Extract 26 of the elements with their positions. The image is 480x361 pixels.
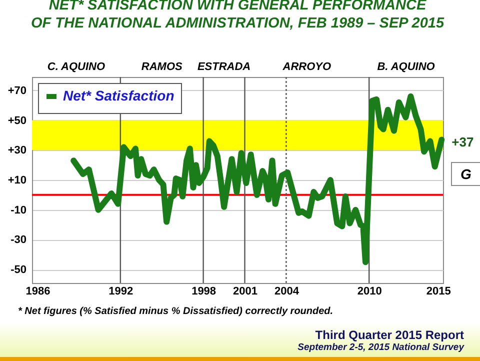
- text: * Net figures (% Satisfied minus % Dissatisfied) correctly rounded.: [18, 306, 334, 317]
- x-tick-label: 2015: [426, 286, 451, 298]
- text: September 2-5, 2015 National Survey: [296, 342, 464, 353]
- y-tick-label: +70: [8, 84, 26, 97]
- x-tick-label: 2001: [233, 286, 258, 298]
- x-tick-label: 1986: [26, 286, 50, 298]
- y-tick-label: -10: [10, 204, 26, 216]
- x-tick-label: 1998: [192, 286, 216, 298]
- legend-label: Net* Satisfaction: [63, 88, 174, 104]
- text: C. AQUINO: [47, 61, 106, 73]
- text: B. AQUINO: [377, 61, 436, 73]
- text: RAMOS: [141, 61, 183, 73]
- text: G: [451, 162, 480, 186]
- text: Third Quarter 2015 Report: [314, 328, 464, 342]
- x-tick-label: 2004: [274, 286, 300, 298]
- x-tick-label: 2010: [357, 286, 382, 298]
- text: OF THE NATIONAL ADMINISTRATION, FEB 1989 – SEP 2015: [30, 16, 444, 32]
- y-tick-label: +30: [8, 144, 26, 157]
- y-tick-label: +10: [8, 174, 26, 186]
- y-tick-label: +50: [8, 114, 26, 127]
- text: ARROYO: [282, 61, 332, 73]
- x-tick-label: 1992: [108, 286, 134, 298]
- annotation: +37: [452, 134, 474, 150]
- y-tick-label: -30: [10, 234, 26, 246]
- text: ESTRADA: [197, 61, 251, 73]
- y-tick-label: -50: [10, 264, 26, 276]
